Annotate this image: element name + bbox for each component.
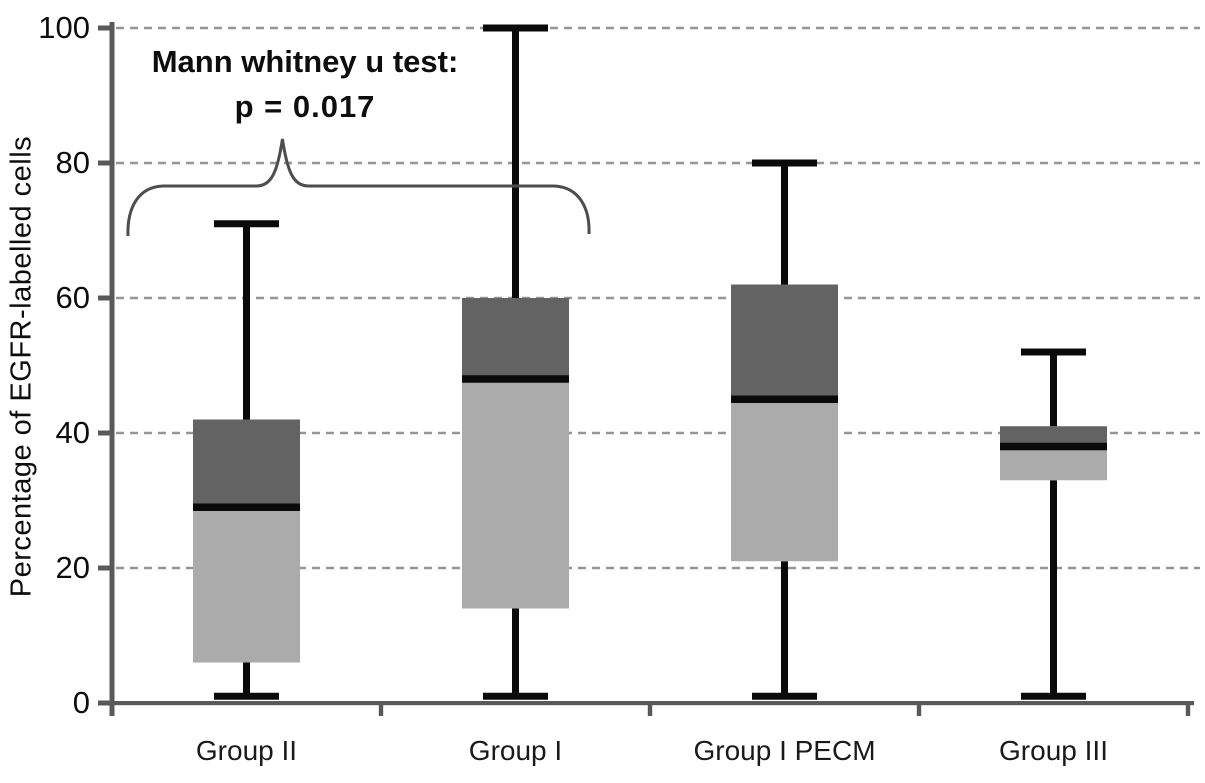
lower-whisker-cap xyxy=(1021,692,1086,700)
y-tick-label: 20 xyxy=(55,550,90,585)
y-axis-tick xyxy=(98,25,112,31)
y-tick-label: 40 xyxy=(55,415,90,450)
lower-whisker-cap xyxy=(752,692,817,700)
annotation-p-value: p = 0.017 xyxy=(234,89,376,124)
box-lower-quartile xyxy=(731,399,838,562)
median-line xyxy=(462,375,569,383)
upper-whisker-cap xyxy=(1021,348,1086,356)
box-upper-quartile xyxy=(462,298,569,379)
median-line xyxy=(193,503,300,511)
lower-whisker-cap xyxy=(483,692,548,700)
y-axis-tick xyxy=(98,565,112,571)
upper-whisker-cap xyxy=(214,220,279,228)
y-tick-label: 60 xyxy=(55,280,90,315)
x-axis-tick xyxy=(1185,703,1191,716)
y-axis-tick xyxy=(98,430,112,436)
y-tick-label: 0 xyxy=(72,685,90,720)
significance-brace xyxy=(126,138,591,237)
upper-whisker-cap xyxy=(752,159,817,167)
y-axis-title: Percentage of EGFR-labelled cells xyxy=(5,135,38,598)
x-axis-tick xyxy=(109,703,115,716)
x-axis-tick xyxy=(647,703,653,716)
box-upper-quartile xyxy=(731,284,838,400)
upper-whisker-cap xyxy=(483,24,548,32)
lower-whisker-cap xyxy=(214,692,279,700)
y-axis-line xyxy=(109,22,115,716)
y-tick-label: 100 xyxy=(38,10,90,45)
y-tick-label: 80 xyxy=(55,145,90,180)
median-line xyxy=(731,395,838,403)
x-category-label-group-ii: Group II xyxy=(195,735,298,766)
box-lower-quartile xyxy=(193,507,300,663)
x-category-label-group-iii: Group III xyxy=(999,735,1108,766)
median-line xyxy=(1000,442,1107,451)
x-category-label-group-i: Group I xyxy=(468,735,563,766)
annotation-test-name: Mann whitney u test: xyxy=(151,44,459,79)
x-category-label-group-i-pecm: Group I PECM xyxy=(693,735,876,766)
box-upper-quartile xyxy=(1000,426,1107,447)
x-axis-tick xyxy=(916,703,922,716)
box-upper-quartile xyxy=(193,419,300,508)
box-lower-quartile xyxy=(1000,446,1107,481)
y-axis-tick xyxy=(98,160,112,166)
x-axis-tick xyxy=(378,703,384,716)
y-axis-tick xyxy=(98,295,112,301)
box-lower-quartile xyxy=(462,379,569,609)
y-axis-tick xyxy=(98,700,112,706)
